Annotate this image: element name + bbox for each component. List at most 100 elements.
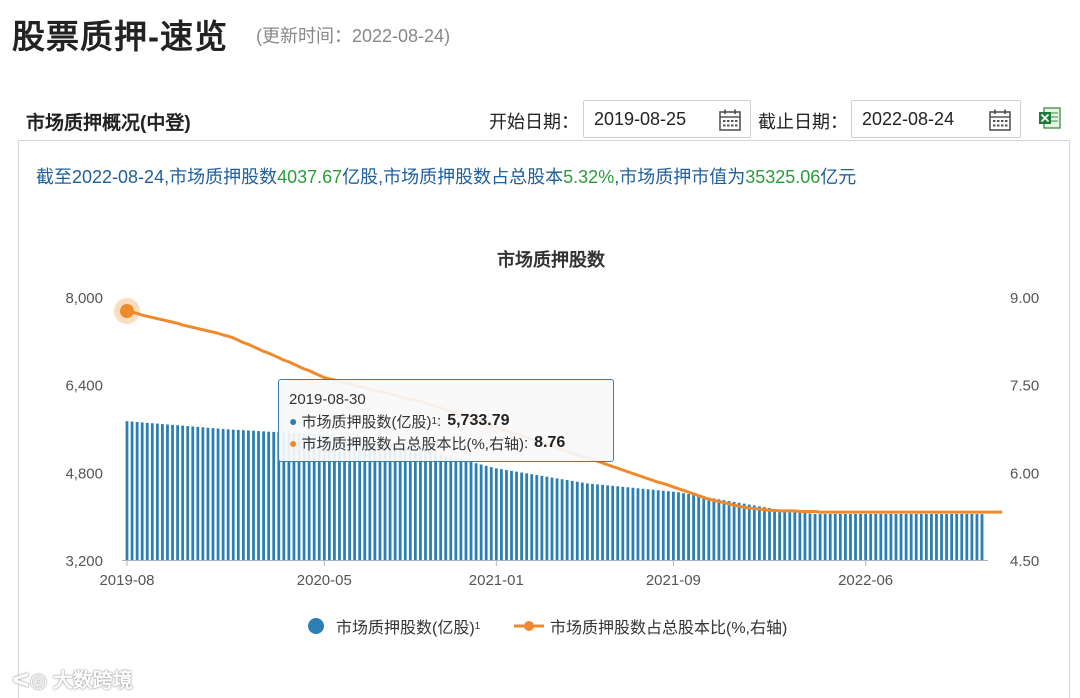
bar [464,460,468,560]
bar [798,512,802,560]
bar [403,447,407,560]
x-tick-label: 2022-06 [838,572,893,589]
bar [135,421,139,560]
bar [727,501,731,560]
bar [793,511,797,560]
tooltip-row-ratio: ● 市场质押股数占总股本比(%,右轴): 8.76 [289,434,566,453]
bar [196,426,200,560]
bar [252,430,255,560]
bar [631,487,635,560]
bar [439,454,443,560]
bar [221,428,225,560]
bar [550,477,554,560]
chart-panel [18,140,1070,698]
bar [844,513,847,560]
bar [327,435,331,560]
bar [570,480,574,560]
end-date-input[interactable]: 2022-08-24 [851,100,1021,138]
bar [166,424,169,560]
bar [363,440,367,560]
bar [383,444,387,560]
end-date-value: 2022-08-24 [862,109,955,129]
bar [626,487,630,560]
bar [651,489,655,560]
chart-tooltip: 2019-08-30 ● 市场质押股数(亿股) 1: 5,733.79 ● 市场质… [278,379,614,462]
bar [904,513,908,560]
summary-text: 截至2022-08-24,市场质押股数4037.67亿股,市场质押股数占总股本5… [36,163,856,189]
calendar-icon[interactable] [988,108,1012,132]
bar [494,468,498,560]
bar [732,501,736,560]
bar [257,431,260,560]
summary-part: 亿元 [820,167,857,187]
bar [768,508,771,560]
bar [555,478,559,560]
bar [338,436,341,560]
bar [181,425,185,560]
bar [454,458,458,560]
tooltip-row-shares: ● 市场质押股数(亿股) 1: 5,733.79 [289,412,510,431]
bar [434,452,437,560]
bar [682,493,685,560]
summary-pledged-value: 35325.06 [745,167,821,187]
bar [621,486,625,560]
hover-point [120,304,134,319]
tooltip-value: 5,733.79 [447,412,510,429]
bar [737,502,741,560]
bar [515,471,518,560]
bar [803,512,807,560]
bar [413,448,417,560]
calendar-icon[interactable] [718,108,742,132]
bar [960,513,964,560]
bar [459,459,463,560]
bar [854,513,857,560]
section-title: 市场质押概况(中登) [26,113,191,134]
bar [231,429,235,560]
summary-part: 截至2022-08-24,市场质押股数 [36,167,278,187]
bar [393,445,397,560]
bar [282,432,286,560]
bar [950,513,954,560]
y-left-tick-label: 6,400 [65,378,103,395]
bar [201,427,205,560]
bar [707,497,711,560]
bar [186,426,190,560]
bar [479,464,483,560]
bar [353,439,357,560]
bar [489,467,493,560]
bar [687,494,690,560]
y-right-tick-label: 6.00 [1010,465,1039,482]
bar [833,513,837,560]
bar [859,513,862,560]
bar [125,421,129,560]
bar [535,475,539,560]
bar [540,475,544,560]
bar [302,433,306,560]
bar [499,469,503,560]
bar [838,513,842,560]
bar [899,513,903,560]
x-tick-label: 2019-08 [99,572,154,589]
bar [616,486,620,560]
bar [712,498,716,560]
start-date-input[interactable]: 2019-08-25 [583,100,751,138]
bar [358,440,362,560]
bar [520,472,523,560]
bar [277,432,281,560]
bar [591,483,594,560]
bar [262,431,265,560]
bar [808,513,812,560]
x-tick-label: 2021-09 [646,572,701,589]
excel-export-icon[interactable] [1038,106,1062,130]
bar [702,496,706,560]
bar [596,484,599,560]
legend-label: 市场质押股数占总股本比(%,右轴) [550,620,788,637]
legend-item-shares[interactable]: 市场质押股数(亿股) 1 [306,614,480,638]
summary-part: ,市场质押市值为 [614,167,746,187]
bar [525,473,529,560]
bar [965,513,969,560]
bar [236,429,240,560]
bar [788,511,792,560]
legend-item-ratio[interactable]: 市场质押股数占总股本比(%,右轴) [514,614,787,638]
